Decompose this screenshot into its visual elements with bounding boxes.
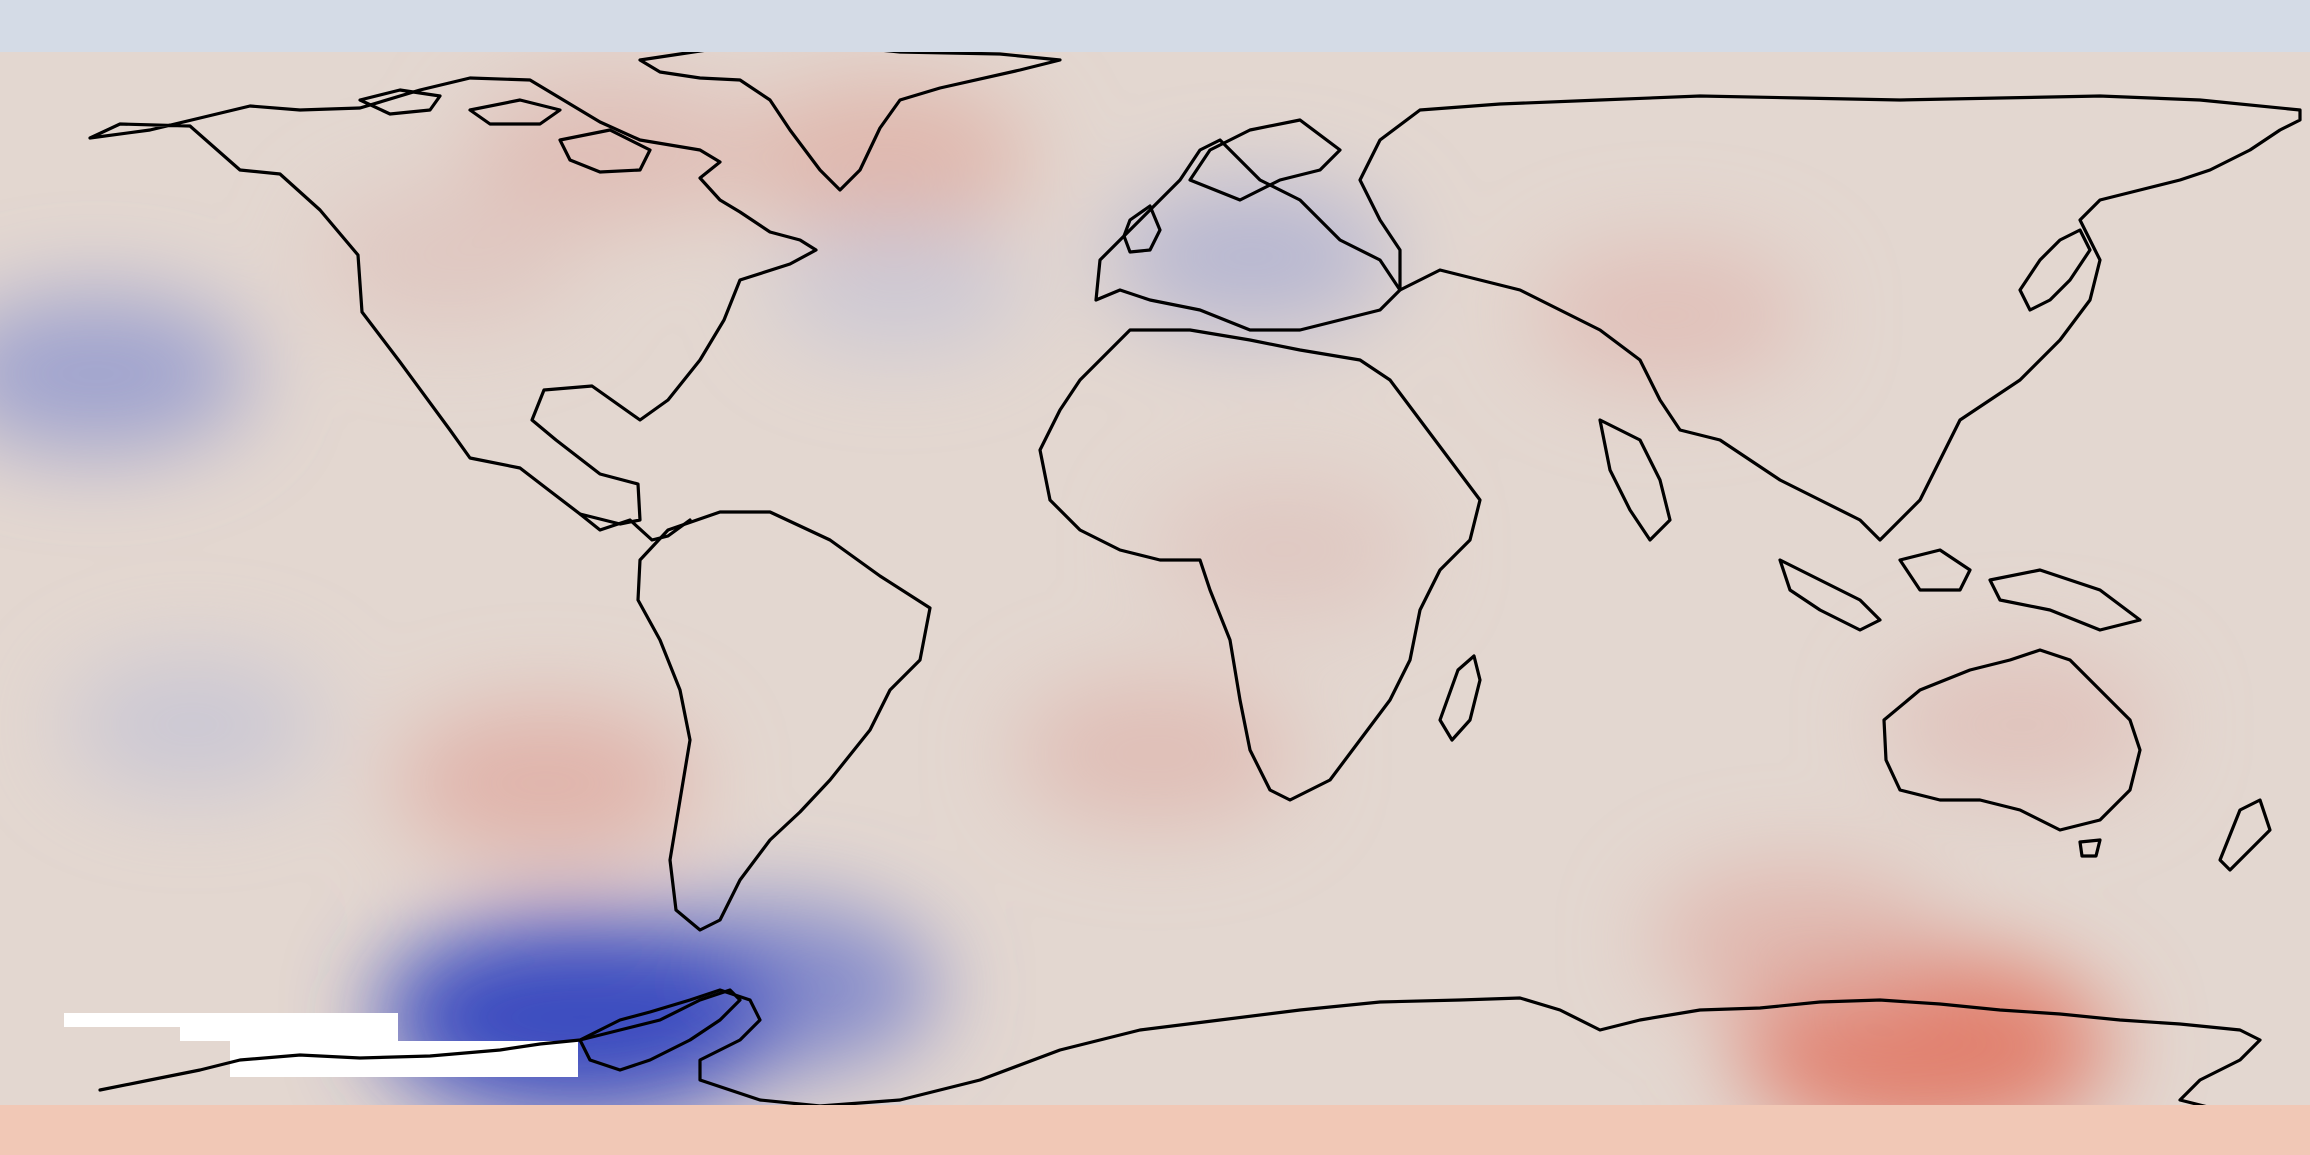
coastline-southeast-asia-islands <box>1778 548 2142 632</box>
coastline-asia <box>1358 94 2302 542</box>
coastline-europe <box>1094 138 1402 332</box>
anomaly-north-america <box>316 186 582 327</box>
anomaly-greenland <box>737 80 1034 235</box>
coastline-antarctica <box>98 988 2310 1117</box>
anomaly-south-pacific-cool <box>64 656 321 793</box>
anomaly-europe <box>1109 182 1393 331</box>
top-band <box>0 0 2310 52</box>
anomaly-north-atlantic <box>772 218 1025 354</box>
anomaly-south-atlantic <box>1013 680 1297 828</box>
anomaly-southern-ocean-east <box>1650 865 1943 1018</box>
missing-data-region <box>64 1013 578 1077</box>
coastline-central-america <box>578 512 692 542</box>
anomaly-southeast-pacific <box>394 705 696 862</box>
coastline-british-isles <box>1122 204 1162 254</box>
coastline-scandinavia <box>1188 118 1342 202</box>
bottom-band <box>0 1105 2310 1155</box>
coastline-japan <box>2018 228 2092 312</box>
anomaly-africa <box>1150 479 1416 620</box>
coastline-south-america <box>636 510 932 932</box>
coastline-africa <box>1038 328 1482 802</box>
anomaly-field <box>0 52 2310 1105</box>
coastline-tasmania <box>2078 838 2102 858</box>
anomaly-blobs <box>0 77 2159 1105</box>
anomaly-australia <box>1884 652 2159 797</box>
coastline-arctic-islands <box>358 88 652 174</box>
coastlines <box>88 42 2310 1117</box>
anomaly-central-asia <box>1529 242 1808 389</box>
anomaly-arctic-canada <box>468 77 752 226</box>
coastline-north-america <box>88 76 818 526</box>
coastline-australia <box>1882 648 2142 832</box>
coastline-new-zealand <box>2218 798 2272 872</box>
coastline-antarctic-peninsula <box>578 988 742 1072</box>
anomaly-north-pacific <box>0 293 252 454</box>
coastline-india <box>1598 418 1672 542</box>
coastline-madagascar <box>1438 654 1482 742</box>
